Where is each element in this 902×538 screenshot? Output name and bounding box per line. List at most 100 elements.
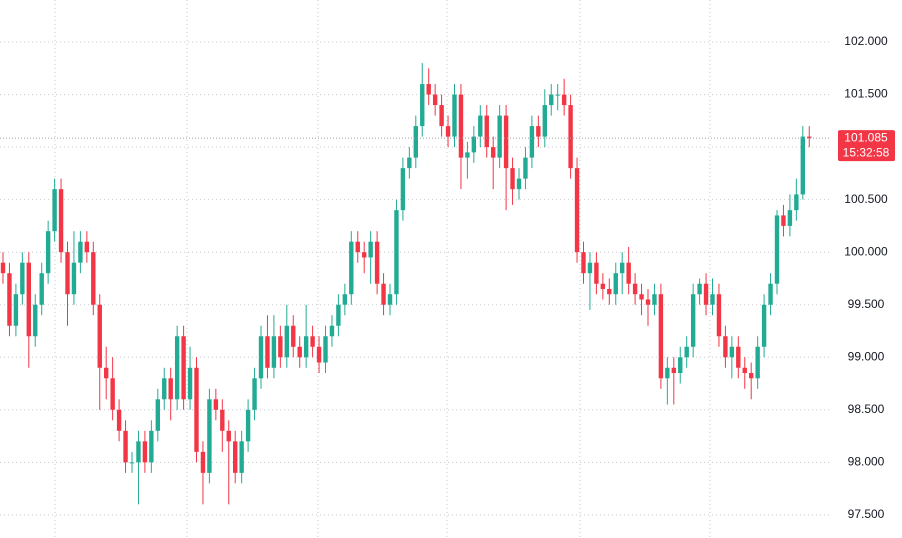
candle-body — [652, 294, 657, 305]
candle-body — [432, 94, 438, 106]
candle-body — [749, 373, 754, 379]
candle-body — [278, 336, 283, 358]
candle-body — [374, 241, 380, 284]
candle-body — [207, 399, 212, 473]
candle-body — [671, 367, 676, 374]
candle-body — [678, 357, 683, 374]
candle-body — [355, 241, 360, 253]
candle-body — [781, 215, 786, 226]
candle-body — [413, 126, 418, 158]
candle-body — [561, 94, 567, 106]
candle-body — [233, 441, 238, 473]
candle-body — [555, 94, 560, 96]
candle-body — [78, 241, 83, 263]
candle-body — [742, 367, 747, 374]
vertical-grid — [54, 0, 711, 538]
candle-body — [632, 283, 638, 295]
candle-body — [258, 336, 264, 379]
candle-body — [7, 273, 12, 326]
y-tick-label: 99.500 — [848, 297, 885, 311]
candle-body — [129, 462, 135, 464]
candle-body — [226, 430, 231, 442]
candle-body — [239, 441, 244, 473]
candle-body — [265, 336, 270, 368]
candle-body — [549, 94, 554, 106]
candle-body — [581, 252, 586, 274]
candle-body — [639, 294, 644, 300]
candle-body — [84, 241, 90, 253]
candle-body — [245, 409, 251, 442]
candle-body — [484, 115, 489, 148]
candle-body — [213, 399, 219, 410]
y-tick-label: 97.500 — [848, 507, 885, 521]
candle-body — [536, 126, 541, 137]
candle-body — [13, 294, 19, 326]
candle-body — [465, 152, 470, 158]
candle-body — [181, 336, 186, 400]
candle-body — [323, 336, 328, 363]
candle-body — [761, 304, 767, 347]
candle-body — [529, 126, 535, 158]
candle-body — [168, 378, 173, 400]
y-tick-label: 98.500 — [848, 402, 885, 416]
candle-body — [20, 262, 25, 295]
candle-body — [136, 441, 141, 463]
y-tick-label: 101.500 — [844, 87, 888, 101]
candle-body — [252, 378, 257, 410]
candle-body — [807, 136, 812, 139]
candle-body — [303, 336, 309, 358]
candle-body — [445, 126, 451, 137]
y-tick-label: 100.500 — [844, 192, 888, 206]
candle-body — [420, 84, 425, 127]
candle-body — [336, 304, 341, 326]
y-tick-label: 98.000 — [848, 455, 885, 469]
candle-body — [774, 215, 780, 284]
candle-body — [162, 378, 167, 400]
candle-body — [690, 294, 696, 347]
candle-body — [503, 115, 509, 169]
candle-body — [620, 262, 625, 274]
candle-body — [471, 136, 477, 153]
candle-body — [710, 294, 715, 305]
candle-body — [52, 189, 57, 232]
candle-body — [310, 336, 315, 347]
y-tick-label: 100.000 — [844, 244, 888, 258]
candle-body — [626, 262, 631, 284]
candle-body — [220, 409, 225, 431]
candle-body — [104, 367, 109, 379]
candle-body — [729, 346, 735, 358]
candle-body — [194, 367, 199, 452]
candle-body — [187, 367, 193, 400]
candle-body — [439, 105, 444, 127]
candle-body — [458, 94, 464, 158]
candle-body — [542, 105, 547, 137]
candle-body — [349, 241, 354, 295]
candle-body — [116, 409, 122, 431]
candle-body — [297, 346, 302, 358]
candle-body — [284, 325, 289, 358]
candle-body — [58, 189, 64, 253]
candle-body — [91, 252, 96, 305]
candle-body — [684, 346, 689, 358]
candle-body — [510, 168, 515, 190]
candle-body — [394, 210, 399, 295]
candle-body — [149, 430, 154, 463]
y-tick-label: 99.000 — [848, 349, 885, 363]
candle-body — [316, 346, 322, 363]
candle-body — [123, 430, 128, 463]
candle-body — [329, 325, 335, 337]
candle-body — [39, 273, 44, 305]
candle-body — [71, 262, 77, 295]
candle-body — [342, 294, 348, 305]
candle-body — [794, 194, 799, 211]
price-tag-label: 101.085 — [844, 130, 888, 144]
candle-body — [362, 252, 367, 258]
candle-body — [368, 241, 373, 258]
candle-body — [381, 283, 386, 305]
candle-body — [271, 336, 277, 368]
candle-body — [155, 399, 160, 431]
candle-body — [716, 294, 722, 337]
candle-body — [645, 299, 651, 305]
